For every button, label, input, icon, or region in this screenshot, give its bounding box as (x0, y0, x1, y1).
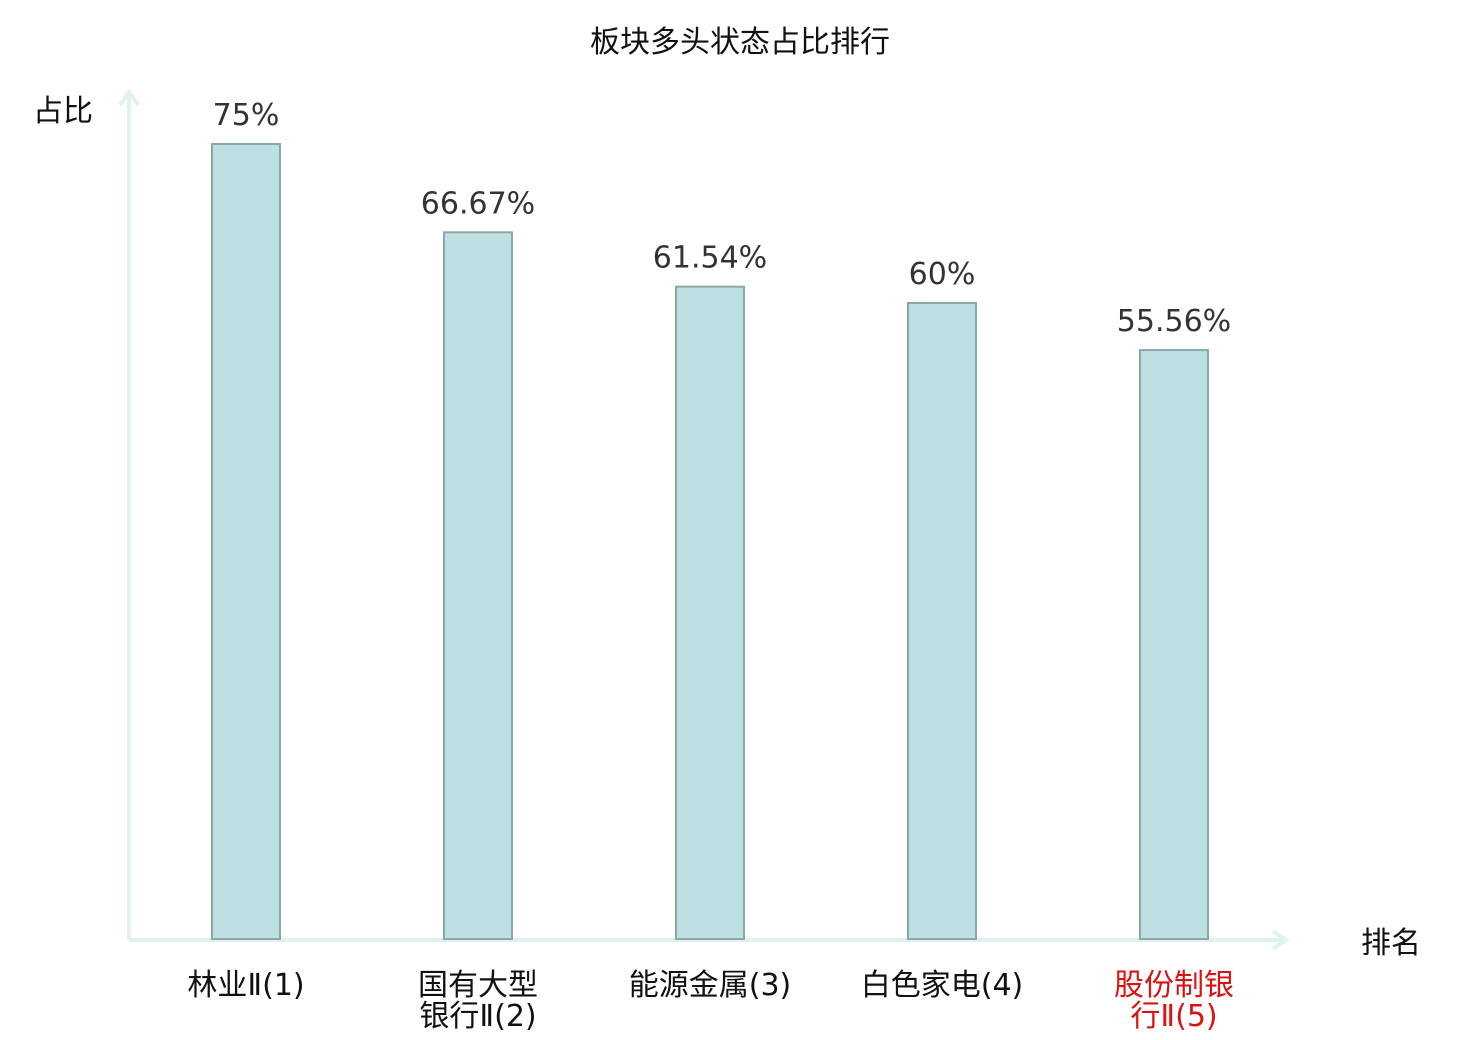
bar-value-label-3: 61.54% (653, 241, 767, 276)
chart-title: 板块多头状态占比排行 (590, 25, 890, 60)
category-label-1-line-1: 林业Ⅱ(1) (187, 968, 304, 1003)
y-axis-title: 占比 (33, 94, 93, 129)
category-label-2-line-1: 国有大型 (418, 968, 538, 1003)
bar-4 (907, 302, 977, 940)
bar-2 (443, 231, 513, 941)
bar-1 (211, 143, 281, 940)
category-label-4-line-1: 白色家电(4) (861, 968, 1024, 1003)
bar-5 (1139, 349, 1209, 940)
value-labels-layer: 75% 66.67% 61.54% 60% 55.56% (213, 98, 1232, 339)
x-axis-title: 排名 (1361, 926, 1421, 961)
bar-value-label-4: 60% (909, 257, 976, 292)
y-axis-arrow (118, 88, 140, 107)
category-label-5-line-2: 行Ⅱ(5) (1130, 999, 1217, 1034)
category-label-2-line-2: 银行Ⅱ(2) (419, 999, 536, 1034)
category-label-3-line-1: 能源金属(3) (629, 968, 792, 1003)
bar-value-label-5: 55.56% (1117, 304, 1231, 339)
x-axis-arrow (1271, 929, 1290, 951)
bars-layer (211, 143, 1209, 941)
bar-value-label-2: 66.67% (421, 186, 535, 221)
bar-3 (675, 285, 745, 940)
bar-value-label-1: 75% (213, 98, 280, 133)
category-label-5-line-1: 股份制银 (1114, 968, 1234, 1003)
